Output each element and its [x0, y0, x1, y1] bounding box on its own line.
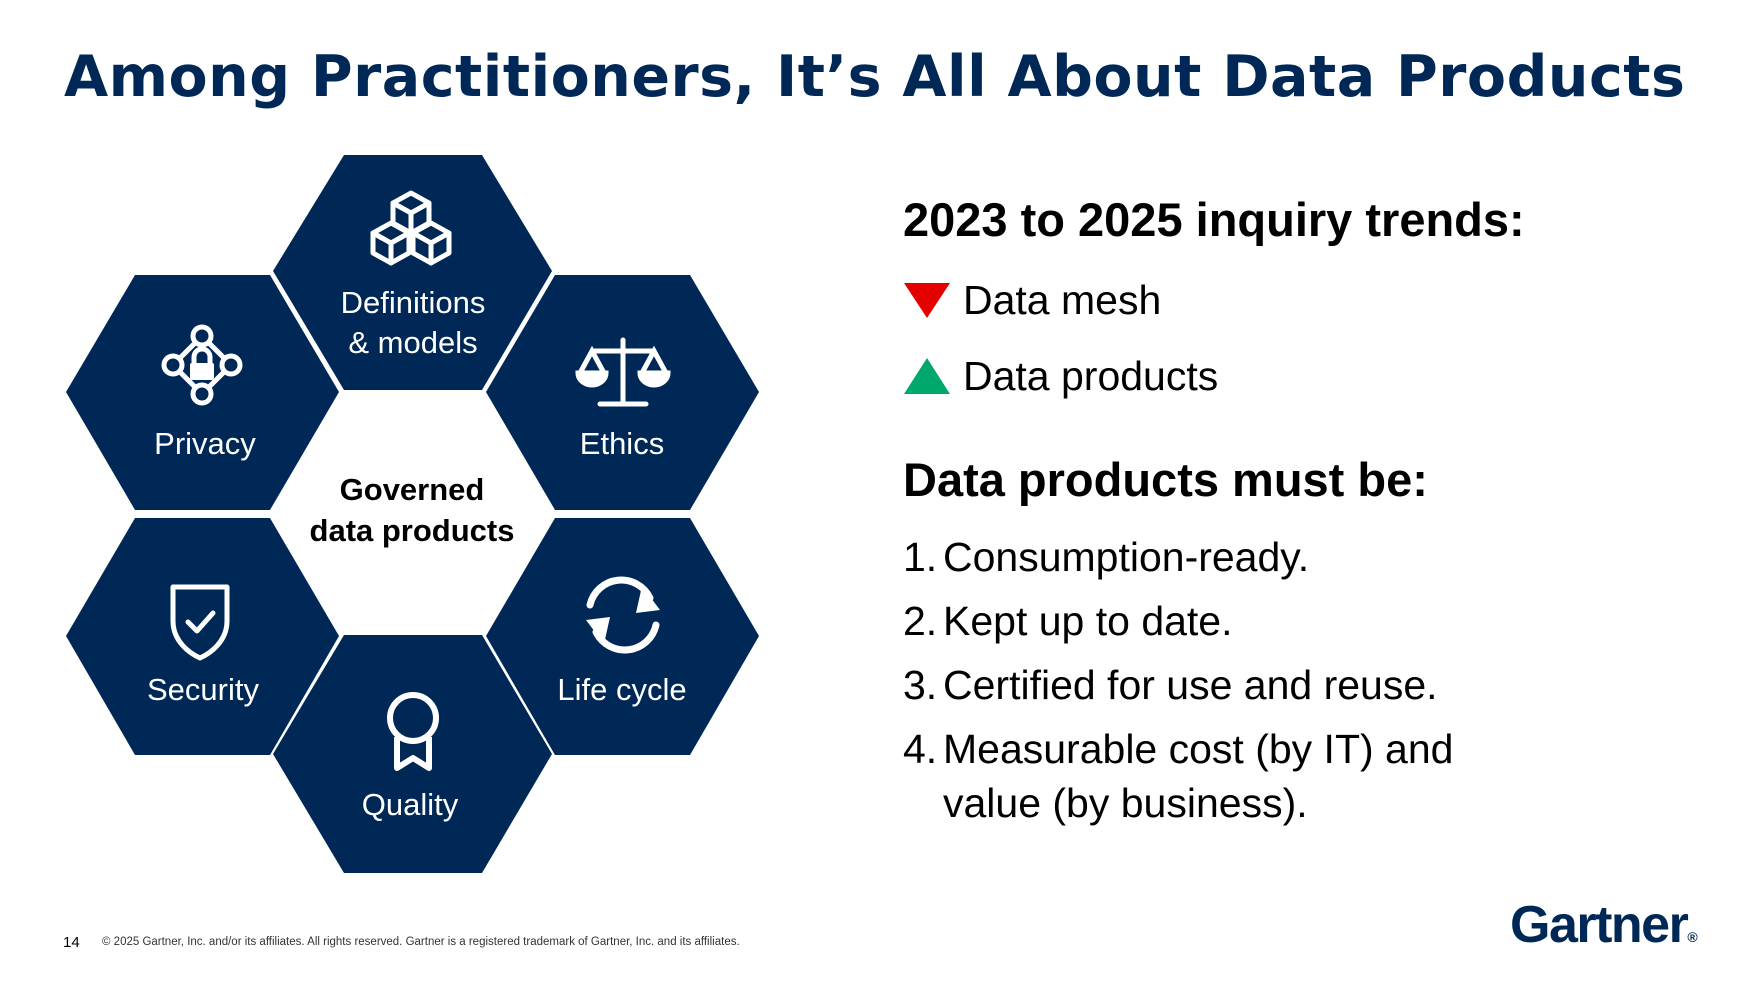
governance-hex-diagram: Definitions & models Privacy Ethics — [66, 155, 759, 873]
hex-definitions: Definitions & models — [273, 155, 552, 390]
requirement-item: 4. Measurable cost (by IT) and value (by… — [903, 722, 1503, 830]
hex-security-shape — [66, 518, 339, 755]
scales-icon — [575, 337, 671, 407]
requirement-number: 4. — [903, 726, 938, 772]
requirement-number: 1. — [903, 534, 938, 580]
gartner-logo: Gartner® — [1510, 895, 1698, 955]
cycle-arrows-icon — [586, 576, 660, 654]
requirement-item: 3. Certified for use and reuse. — [903, 658, 1503, 712]
center-label-line2: data products — [310, 513, 515, 548]
requirements-list: 1. Consumption-ready. 2. Kept up to date… — [903, 530, 1503, 840]
page-number: 14 — [63, 934, 80, 951]
logo-wordmark: Gartner — [1510, 896, 1689, 954]
trend-label: Data products — [963, 352, 1219, 399]
requirement-text: Kept up to date. — [943, 598, 1233, 644]
down-triangle-icon — [904, 283, 950, 318]
hex-security-label: Security — [147, 672, 259, 707]
requirement-number: 3. — [903, 662, 938, 708]
hex-lifecycle: Life cycle — [486, 518, 759, 755]
requirement-item: 2. Kept up to date. — [903, 594, 1503, 648]
requirements-heading: Data products must be: — [903, 453, 1428, 506]
hex-lifecycle-label: Life cycle — [557, 672, 686, 707]
requirement-text: Measurable cost (by IT) and value (by bu… — [943, 726, 1454, 826]
hex-quality-label: Quality — [362, 787, 459, 822]
slide-title: Among Practitioners, It’s All About Data… — [64, 44, 1686, 110]
shield-check-icon — [170, 584, 230, 661]
trend-item-data-products: Data products — [903, 350, 1218, 402]
hex-security: Security — [66, 518, 339, 755]
trend-item-data-mesh: Data mesh — [903, 274, 1161, 326]
hex-definitions-shape — [273, 155, 552, 390]
hex-privacy-label: Privacy — [154, 426, 256, 461]
hex-quality: Quality — [273, 635, 552, 873]
copyright-notice: © 2025 Gartner, Inc. and/or its affiliat… — [102, 936, 740, 948]
hex-ethics-label: Ethics — [580, 426, 664, 461]
hex-definitions-label-line2: & models — [348, 325, 477, 360]
hex-definitions-label-line1: Definitions — [341, 285, 486, 320]
hex-quality-shape — [273, 635, 552, 873]
hex-ethics: Ethics — [486, 275, 759, 510]
center-label-line1: Governed — [340, 472, 485, 507]
trends-heading: 2023 to 2025 inquiry trends: — [903, 193, 1525, 246]
logo-registered-mark: ® — [1687, 929, 1698, 945]
trend-label: Data mesh — [963, 276, 1162, 323]
award-ribbon-icon — [387, 692, 439, 771]
requirement-number: 2. — [903, 598, 938, 644]
requirement-item: 1. Consumption-ready. — [903, 530, 1503, 584]
hex-lifecycle-shape — [486, 518, 759, 755]
cubes-icon — [370, 190, 452, 266]
up-triangle-icon — [904, 358, 950, 394]
requirement-text: Consumption-ready. — [943, 534, 1310, 580]
requirement-text: Certified for use and reuse. — [943, 662, 1438, 708]
hex-privacy: Privacy — [66, 275, 339, 510]
privacy-lock-icon — [161, 324, 243, 406]
